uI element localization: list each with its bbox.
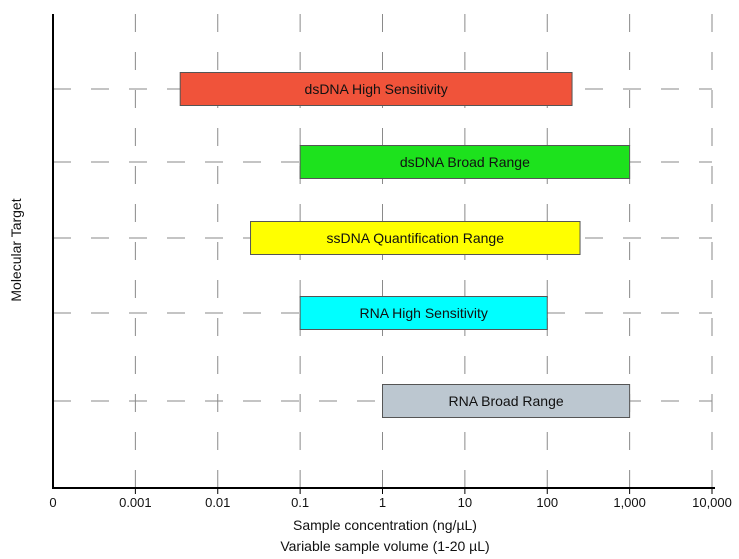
range-bar-label: dsDNA High Sensitivity [305, 81, 448, 97]
range-bar [299, 296, 548, 330]
bars: dsDNA High Sensitivity dsDNA Broad Range s… [179, 72, 631, 418]
range-bar-group: dsDNA Broad Range [299, 145, 631, 179]
range-bar-group: RNA High Sensitivity [299, 296, 548, 330]
x-tick-label: 0.001 [119, 495, 152, 510]
x-axis-sublabel: Variable sample volume (1-20 µL) [280, 538, 489, 554]
range-bar [179, 72, 573, 106]
y-axis-label: Molecular Target [8, 198, 24, 301]
x-tick-label: 1,000 [613, 495, 646, 510]
range-bar-group: dsDNA High Sensitivity [179, 72, 573, 106]
x-tick-label: 100 [536, 495, 558, 510]
x-tick-label: 0 [49, 495, 56, 510]
range-bar [250, 221, 581, 255]
axes [52, 14, 715, 489]
range-bar [299, 145, 631, 179]
x-tick-label: 0.1 [291, 495, 309, 510]
range-bar-label: ssDNA Quantification Range [327, 230, 505, 246]
range-bar-label: RNA Broad Range [448, 393, 563, 409]
range-bar [382, 384, 631, 418]
x-axis-label: Sample concentration (ng/µL) [293, 517, 477, 533]
x-tick-labels: 0 0.001 0.01 0.1 1 10 100 1,000 10,000 [49, 488, 732, 510]
x-tick-label: 10,000 [692, 495, 732, 510]
x-tick-label: 1 [379, 495, 386, 510]
range-bar-group: RNA Broad Range [382, 384, 631, 418]
range-bar-group: ssDNA Quantification Range [250, 221, 581, 255]
range-bar-label: RNA High Sensitivity [359, 305, 487, 321]
x-tick-label: 0.01 [205, 495, 230, 510]
x-tick-label: 10 [458, 495, 472, 510]
range-bar-label: dsDNA Broad Range [400, 154, 530, 170]
